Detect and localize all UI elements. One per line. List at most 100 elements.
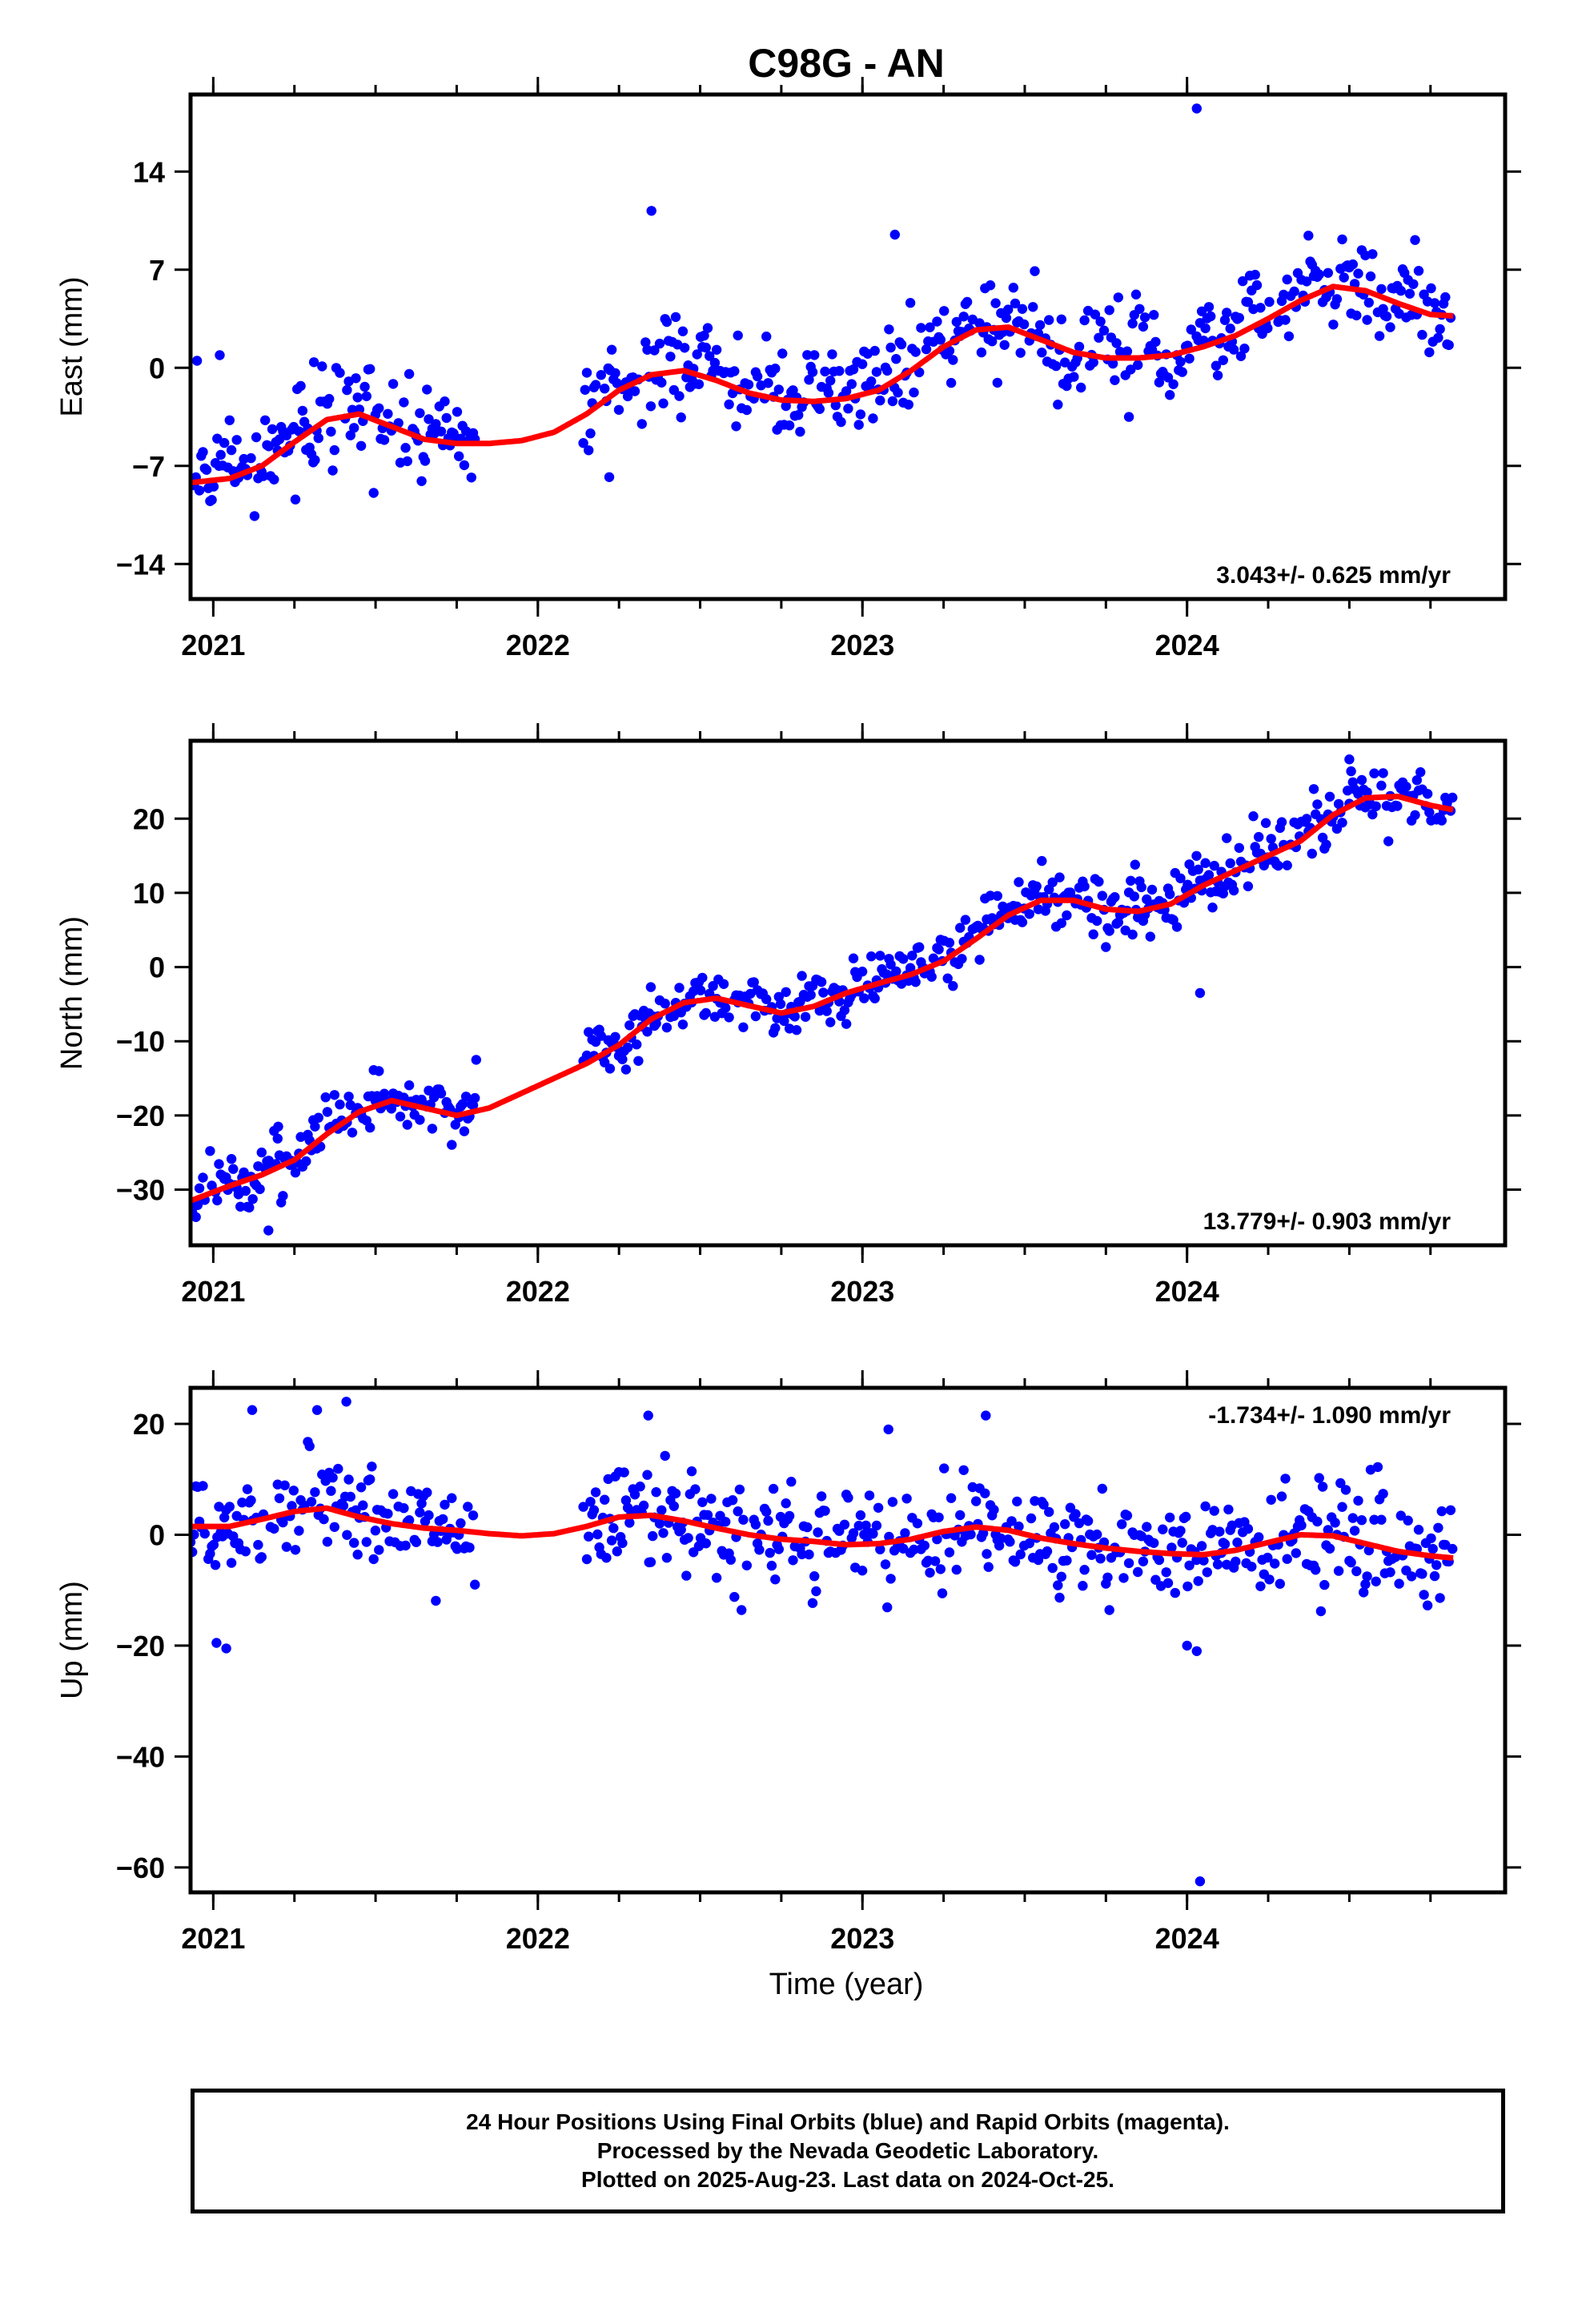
data-point <box>232 435 242 444</box>
data-point <box>1401 782 1411 791</box>
x-tick-label: 2023 <box>830 1922 894 1955</box>
data-point <box>820 1506 829 1515</box>
data-point <box>1444 340 1454 350</box>
y-tick-label: 0 <box>149 352 165 384</box>
data-point <box>662 1553 672 1562</box>
data-point <box>374 404 383 413</box>
data-point <box>400 443 410 452</box>
data-point <box>432 1537 442 1546</box>
data-point <box>1332 294 1342 304</box>
data-point <box>1424 348 1434 357</box>
data-point <box>875 951 885 960</box>
data-point <box>1353 1496 1363 1506</box>
data-point <box>359 382 369 392</box>
data-point <box>1016 348 1026 357</box>
data-point <box>1261 818 1271 827</box>
up-frame <box>191 1388 1505 1892</box>
data-point <box>227 1558 236 1567</box>
data-point <box>1357 775 1367 785</box>
data-point <box>468 1510 478 1520</box>
data-point <box>584 1532 593 1542</box>
data-point <box>1094 877 1103 887</box>
y-tick-label: 0 <box>149 951 165 984</box>
data-point <box>460 1126 469 1136</box>
data-point <box>200 1529 210 1538</box>
data-point <box>585 428 595 438</box>
data-point <box>1357 1515 1367 1525</box>
data-point <box>646 401 656 411</box>
data-point <box>815 404 825 414</box>
data-point <box>346 1492 355 1502</box>
data-point <box>785 1511 794 1521</box>
data-point <box>1018 304 1027 314</box>
data-point <box>1204 302 1214 312</box>
data-point <box>1126 876 1135 886</box>
data-point <box>1311 1565 1320 1574</box>
data-point <box>993 891 1002 901</box>
data-point <box>580 385 590 395</box>
data-point <box>761 332 771 341</box>
data-point <box>362 1537 371 1546</box>
data-point <box>1366 271 1375 281</box>
data-point <box>1229 886 1239 895</box>
data-point <box>875 396 885 405</box>
data-point <box>310 1487 319 1497</box>
data-point <box>677 412 686 422</box>
data-point <box>1009 283 1018 292</box>
data-point <box>452 407 462 416</box>
data-point <box>1130 891 1139 901</box>
data-point <box>1110 376 1119 385</box>
data-point <box>1178 367 1187 376</box>
data-point <box>1376 781 1386 790</box>
data-point <box>1270 1558 1279 1568</box>
plot-panels: 2021 2022 2023 2024−14−70714East (mm)3.043+… <box>55 77 1521 1955</box>
data-point <box>342 385 351 395</box>
data-point <box>804 1550 813 1559</box>
data-point <box>1378 768 1387 778</box>
data-point <box>885 1574 895 1583</box>
data-point <box>1364 298 1374 308</box>
data-point <box>904 400 913 409</box>
data-point <box>674 983 684 992</box>
data-point <box>825 1017 835 1027</box>
data-point <box>1124 1558 1134 1568</box>
data-point <box>770 1023 780 1033</box>
data-point <box>1037 856 1046 866</box>
data-point <box>1437 1506 1447 1516</box>
data-point <box>1277 817 1287 826</box>
data-point <box>1382 312 1391 321</box>
data-point <box>820 367 829 376</box>
data-point <box>632 1039 641 1049</box>
data-point <box>1373 1462 1383 1472</box>
data-point <box>1264 297 1274 307</box>
data-point <box>192 356 202 365</box>
data-point <box>936 1564 946 1574</box>
data-point <box>422 1488 432 1498</box>
data-point <box>1330 1518 1339 1527</box>
data-point <box>1060 1519 1070 1529</box>
data-point <box>945 1547 954 1557</box>
data-point <box>925 1568 934 1578</box>
data-point <box>422 384 432 394</box>
data-point <box>1168 380 1178 389</box>
data-point <box>763 378 773 388</box>
data-point <box>1267 1495 1276 1505</box>
data-point <box>342 1530 351 1540</box>
data-point <box>617 1055 627 1064</box>
data-point <box>683 1533 693 1542</box>
data-point <box>661 999 670 1008</box>
data-point <box>1078 1581 1087 1590</box>
data-point <box>1192 1647 1202 1656</box>
up-points <box>186 1397 1458 1886</box>
data-point <box>939 1463 949 1473</box>
data-point <box>847 379 857 388</box>
data-point <box>1147 885 1157 895</box>
data-point <box>1028 302 1038 312</box>
data-point <box>646 1557 656 1566</box>
data-point <box>1053 400 1062 409</box>
data-point <box>607 345 616 355</box>
data-point <box>404 1080 414 1090</box>
data-point <box>818 987 828 997</box>
data-point <box>630 386 640 396</box>
data-point <box>454 452 464 461</box>
